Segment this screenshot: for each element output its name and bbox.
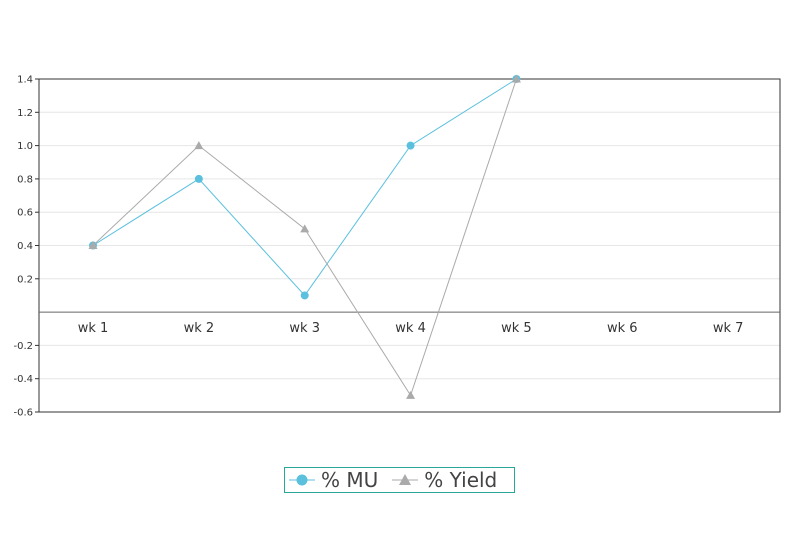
- y-tick-label: 0.6: [17, 208, 33, 219]
- legend-item-mu[interactable]: % MU: [289, 468, 378, 492]
- legend-triangle-icon: [392, 474, 419, 485]
- x-tick-label: wk 7: [713, 321, 744, 336]
- legend-label-yield: % Yield: [424, 468, 498, 492]
- y-tick-label: 1.4: [17, 75, 33, 86]
- y-tick-label: 1.2: [17, 108, 33, 119]
- y-tick-label: -0.6: [13, 408, 33, 419]
- data-point[interactable]: [300, 224, 310, 233]
- x-tick-label: wk 5: [501, 321, 532, 336]
- legend-item-yield[interactable]: % Yield: [392, 468, 497, 492]
- y-axis-ticks: 1.4 1.2 1.0 0.8 0.6 0.4 0.2 -0.2 -0.4 -0.6: [13, 75, 39, 419]
- series-group: [88, 74, 521, 399]
- grid-lines: [39, 78, 780, 413]
- y-tick-label: 0.8: [17, 174, 33, 185]
- legend-label-mu: % MU: [321, 468, 379, 492]
- data-point[interactable]: [406, 141, 415, 150]
- x-tick-label: wk 4: [395, 321, 426, 336]
- y-tick-label: -0.2: [13, 341, 33, 352]
- data-point[interactable]: [300, 291, 309, 300]
- y-tick-label: 0.4: [17, 241, 33, 252]
- x-tick-label: wk 2: [184, 321, 215, 336]
- x-axis-ticks: wk 1 wk 2 wk 3 wk 4 wk 5 wk 6 wk 7: [78, 321, 744, 336]
- series-line-1: [92, 78, 517, 397]
- x-tick-label: wk 1: [78, 321, 109, 336]
- data-point[interactable]: [194, 174, 203, 183]
- y-tick-label: -0.4: [13, 374, 33, 385]
- x-tick-label: wk 3: [289, 321, 320, 336]
- y-tick-label: 1.0: [17, 141, 33, 152]
- y-tick-label: 0.2: [17, 274, 33, 285]
- series-line-0: [92, 78, 517, 297]
- x-tick-label: wk 6: [607, 321, 638, 336]
- legend-circle-icon: [289, 474, 315, 486]
- data-point[interactable]: [406, 390, 416, 399]
- data-point[interactable]: [88, 241, 98, 249]
- legend: % MU % Yield: [284, 467, 515, 493]
- data-point[interactable]: [194, 141, 204, 150]
- data-point[interactable]: [511, 74, 521, 83]
